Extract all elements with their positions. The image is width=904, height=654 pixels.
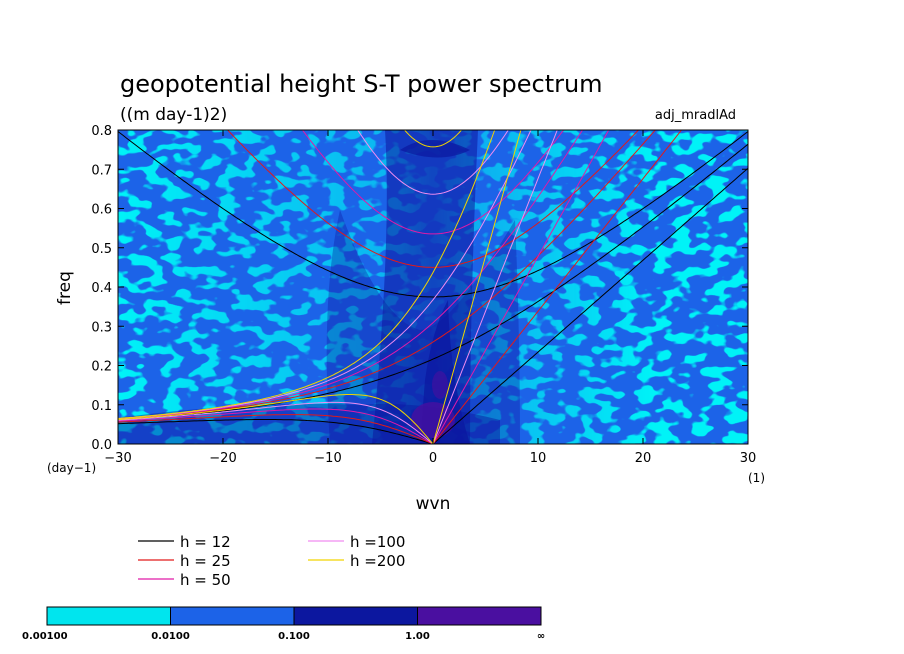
y-tick-label: 0.7	[91, 163, 112, 178]
colorbar-segment	[417, 606, 542, 626]
y-tick-label: 0.1	[91, 399, 112, 414]
kelvin-curve	[432, 130, 558, 444]
colorbar-label: ∞	[537, 631, 545, 642]
x-axis-label: wvn	[416, 494, 451, 514]
y-tick-label: 0.4	[91, 281, 112, 296]
x-tick-label: −10	[314, 451, 341, 466]
colorbar-segment	[46, 606, 171, 626]
legend-label: h = 12	[180, 533, 231, 551]
colorbar-segment	[293, 606, 418, 626]
colorbar-label: 0.00100	[22, 631, 68, 642]
chart-title: geopotential height S-T power spectrum	[120, 70, 603, 98]
spectrum-heatmap	[118, 130, 748, 444]
y-tick-label: 0.2	[91, 360, 112, 375]
kelvin-curve	[432, 167, 748, 444]
colorbar: 0.00100 0.0100 0.100 1.00 ∞	[22, 606, 545, 642]
y-tick-label: 0.6	[91, 203, 112, 218]
x-unit-label: (1)	[748, 471, 765, 485]
rossby-curve	[118, 394, 434, 444]
inertia-gravity-curve	[357, 130, 509, 195]
rossby-curve	[118, 419, 434, 444]
legend-label: h =100	[350, 533, 405, 551]
dispersion-curves	[118, 130, 748, 444]
chart-subtitle: ((m day-1)2)	[120, 105, 227, 125]
rossby-curve	[118, 408, 434, 444]
x-tick-label: −30	[104, 451, 131, 466]
mrg-curve	[118, 143, 748, 421]
inertia-gravity-curve	[118, 131, 748, 298]
x-tick-label: 30	[740, 451, 757, 466]
y-tick-label: 0.0	[91, 438, 112, 453]
y-unit-label: (day−1)	[47, 461, 96, 475]
inertia-gravity-curve	[301, 130, 565, 235]
mrg-curve	[118, 130, 532, 420]
kelvin-curve	[432, 130, 522, 444]
y-tick-label: 0.8	[91, 124, 112, 139]
y-axis-label: freq	[55, 271, 75, 305]
x-tick-label: −20	[209, 451, 236, 466]
mrg-curve	[118, 130, 584, 420]
inertia-gravity-curve	[403, 130, 463, 148]
colorbar-label: 1.00	[405, 631, 430, 642]
rossby-curve	[118, 401, 434, 444]
inertia-gravity-curve	[226, 130, 640, 268]
axes: −30 −20 −10 0 10 20 30 0.0 0.1 0.2 0.3 0.4 0.5 0.6 0.7…	[91, 124, 756, 466]
run-annotation: adj_mradlAd	[655, 108, 736, 123]
legend-label: h =200	[350, 552, 405, 570]
y-tick-label: 0.5	[91, 242, 112, 257]
x-tick-label: 10	[530, 451, 547, 466]
colorbar-segment	[170, 606, 295, 626]
mrg-curve	[118, 130, 496, 419]
legend-label: h = 25	[180, 552, 231, 570]
rossby-curve	[118, 414, 434, 444]
kelvin-curve	[432, 130, 610, 444]
x-tick-label: 20	[635, 451, 652, 466]
colorbar-label: 0.100	[278, 631, 310, 642]
colorbar-label: 0.0100	[151, 631, 190, 642]
legend-label: h = 50	[180, 571, 231, 589]
kelvin-curve	[432, 130, 683, 444]
x-tick-label: 0	[429, 451, 437, 466]
mrg-curve	[118, 130, 656, 420]
y-tick-label: 0.3	[91, 320, 112, 335]
